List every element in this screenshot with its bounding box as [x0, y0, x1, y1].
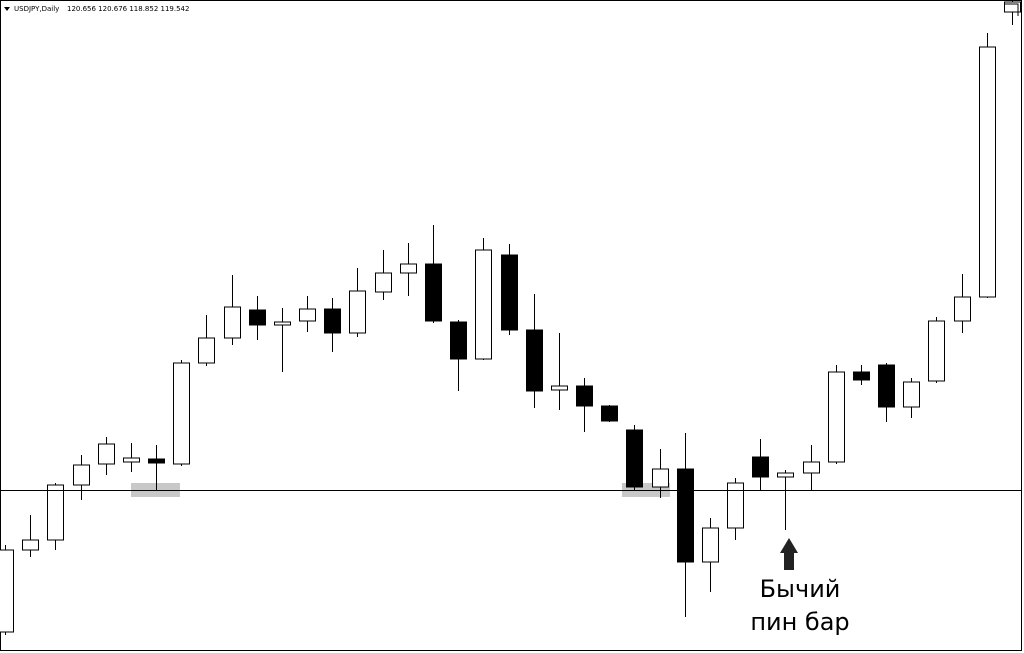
- candle-body: [677, 468, 694, 563]
- candle-body: [224, 306, 241, 339]
- candle-body: [73, 464, 90, 486]
- candle-body: [878, 364, 895, 408]
- candle-body: [274, 321, 291, 326]
- candle-body: [148, 458, 165, 464]
- candle-body: [173, 362, 190, 465]
- candle-body: [98, 443, 115, 465]
- annotation-line: Бычий: [760, 575, 841, 603]
- candle-body: [576, 385, 593, 407]
- candle-body: [803, 461, 820, 474]
- candle-body: [1004, 1, 1021, 13]
- menu-triangle: [4, 7, 10, 11]
- candle-body: [349, 290, 366, 334]
- candle-body: [954, 296, 971, 322]
- ohlc-label: 120.656 120.676 118.852 119.542: [67, 5, 189, 13]
- arrow-up: [780, 538, 798, 570]
- corner-icon: [1005, 3, 1019, 16]
- candle-body: [501, 254, 518, 331]
- candle-body: [249, 309, 266, 326]
- candle-body: [198, 337, 215, 364]
- candle-body: [324, 308, 341, 334]
- candle-body: [375, 272, 392, 293]
- candle-body: [626, 429, 643, 488]
- candle-body: [475, 249, 492, 360]
- candle-body: [425, 263, 442, 322]
- candle-body: [123, 457, 140, 463]
- candle-body: [299, 308, 316, 322]
- candle-body: [928, 320, 945, 382]
- candle-body: [828, 371, 845, 463]
- candle-body: [903, 381, 920, 408]
- candle-body: [47, 484, 64, 541]
- candle-body: [652, 468, 669, 488]
- candle-body: [601, 405, 618, 422]
- candle-body: [979, 46, 996, 298]
- annotation-line: пин бар: [750, 608, 849, 636]
- candle-body: [400, 263, 417, 274]
- candle-body: [853, 371, 870, 381]
- candle-body: [526, 329, 543, 392]
- candle-body: [0, 549, 14, 633]
- candle-body: [777, 472, 794, 478]
- candle-body: [752, 456, 769, 478]
- candle-body: [727, 482, 744, 529]
- candle-body: [22, 539, 39, 551]
- symbol-title: USDJPY,Daily: [14, 5, 59, 13]
- candle-body: [702, 527, 719, 563]
- candle-body: [450, 321, 467, 360]
- candle-body: [551, 385, 568, 391]
- candles: [0, 0, 1021, 635]
